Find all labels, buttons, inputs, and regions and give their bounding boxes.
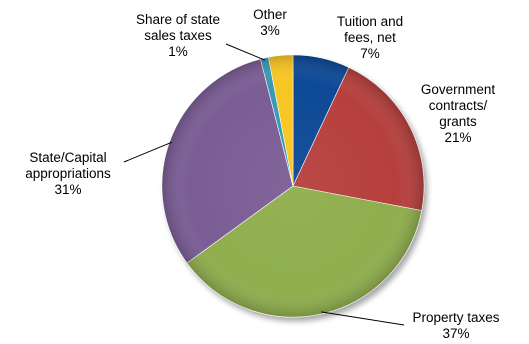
slice-label-other-line-1: Other — [253, 7, 287, 22]
slice-label-other: Other 3% — [240, 7, 300, 39]
slice-label-sales-tax-line-1: Share of state — [135, 12, 221, 27]
slice-label-sales-tax: Share of state sales taxes 1% — [123, 12, 233, 60]
slice-label-property-line-1: Property taxes — [412, 310, 500, 325]
slice-label-government: Government contracts/ grants 21% — [403, 82, 513, 146]
slice-value-sales-tax: 1% — [168, 44, 188, 59]
slice-label-tuition: Tuition and fees, net 7% — [320, 14, 420, 62]
slice-label-government-line-2: contracts/ — [428, 98, 488, 113]
slice-value-tuition: 7% — [360, 46, 380, 61]
slice-label-state-capital-line-1: State/Capital — [29, 150, 107, 165]
leader-lines — [123, 43, 405, 326]
slice-label-government-line-1: Government — [420, 82, 496, 97]
slice-label-sales-tax-line-2: sales taxes — [144, 28, 212, 43]
leader-line-state-capital — [123, 141, 172, 163]
pie-slices — [161, 54, 425, 318]
slice-label-tuition-line-1: Tuition and — [336, 14, 404, 29]
leader-line-sales-taxes — [225, 43, 266, 61]
slice-value-government: 21% — [444, 130, 472, 145]
slice-label-property: Property taxes 37% — [400, 310, 512, 342]
slice-label-government-line-3: grants — [439, 114, 477, 129]
leader-line-property-taxes — [321, 311, 405, 326]
slice-value-property: 37% — [442, 326, 470, 341]
slice-label-state-capital-line-2: appropriations — [25, 166, 111, 181]
slice-value-other: 3% — [260, 23, 280, 38]
slice-value-state-capital: 31% — [54, 182, 82, 197]
slice-label-tuition-line-2: fees, net — [344, 30, 396, 45]
slice-label-state-capital: State/Capital appropriations 31% — [4, 150, 132, 198]
